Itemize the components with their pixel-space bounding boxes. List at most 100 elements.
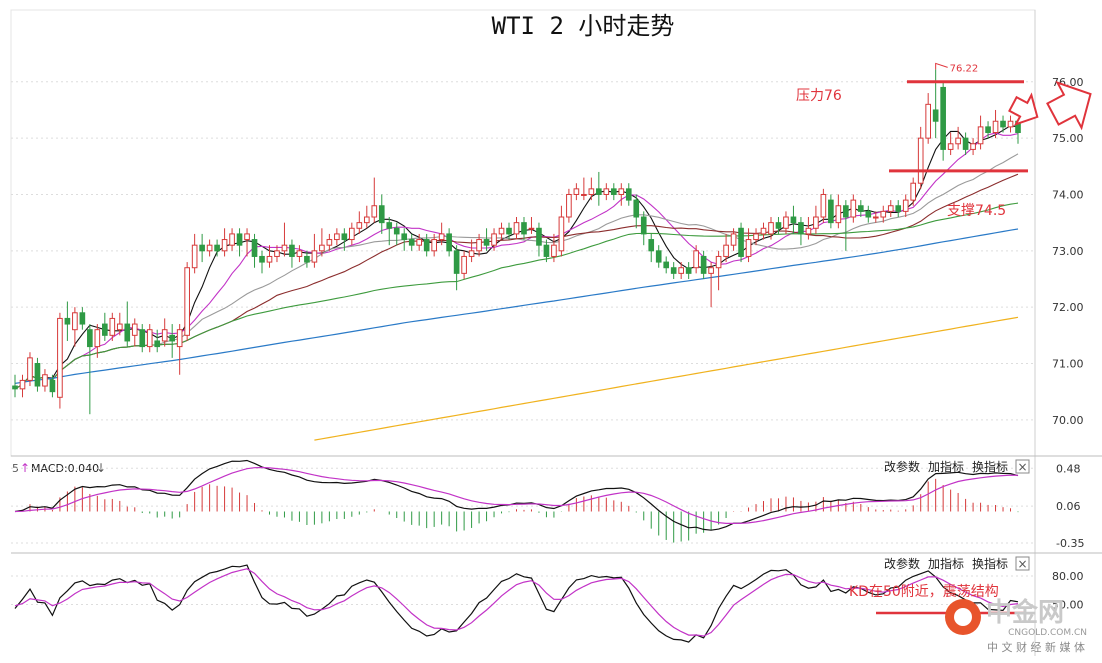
candle-body: [753, 233, 759, 241]
candle-body: [962, 137, 969, 150]
candle: [461, 250, 467, 279]
candle-body: [431, 239, 437, 252]
kd-change-params-button[interactable]: 改参数: [884, 556, 920, 571]
candle: [850, 194, 857, 223]
ma120-line: [14, 228, 1019, 384]
candle-body: [640, 216, 647, 235]
candle-body: [947, 143, 954, 150]
macd-change-params-button[interactable]: 改参数: [884, 459, 920, 474]
candle-body: [820, 193, 827, 218]
candle-body: [625, 188, 632, 201]
candle-body: [371, 205, 378, 218]
candle-body: [146, 329, 153, 348]
candle: [566, 188, 572, 223]
candle-body: [169, 334, 176, 342]
candle: [798, 217, 804, 246]
candle: [940, 81, 946, 161]
candle-body: [700, 255, 707, 274]
macd-add-indicator-button[interactable]: 加指标: [928, 459, 964, 474]
candle: [1000, 115, 1006, 133]
ma5-line: [14, 125, 1019, 390]
price-tick-label: 72.00: [1052, 301, 1084, 314]
candle-body: [843, 205, 849, 218]
candle-body: [244, 233, 250, 241]
candle: [408, 233, 415, 251]
candle-body: [685, 267, 692, 274]
candle: [543, 239, 550, 263]
macd-lines: [14, 459, 1019, 531]
candle-body: [536, 227, 542, 246]
candle-body: [618, 188, 625, 195]
kd-y-axis: 80.00 50.00: [1052, 570, 1084, 612]
candle-body: [289, 244, 295, 257]
candle: [618, 183, 625, 206]
candle-body: [274, 250, 280, 257]
candle-body: [236, 233, 243, 246]
kd-close-button[interactable]: [1015, 556, 1030, 571]
candle: [977, 115, 984, 150]
candle: [828, 194, 834, 229]
candle-body: [730, 233, 737, 246]
candle: [289, 239, 295, 268]
candle: [678, 262, 684, 279]
moving-average-lines: [14, 125, 1019, 441]
candle: [266, 245, 273, 268]
candle: [423, 233, 430, 257]
candle-body: [109, 317, 116, 336]
candle-body: [12, 385, 18, 390]
candle-body: [775, 222, 782, 229]
candle-body: [1007, 120, 1014, 128]
candle-body: [603, 188, 610, 195]
candle-body: [199, 244, 205, 252]
candle-body: [798, 222, 804, 235]
kd-annotation-label: KD在50附近，震荡结构: [849, 584, 999, 600]
candle: [57, 312, 63, 409]
price-tick-label: 73.00: [1052, 245, 1084, 258]
macd-dif-line: [14, 459, 1019, 531]
watermark-tagline: 中 文 财 经 新 媒 体: [987, 640, 1085, 654]
candle-body: [551, 244, 557, 257]
candle: [199, 233, 205, 263]
candle: [895, 200, 902, 218]
candle-body: [857, 205, 864, 212]
candle: [790, 205, 797, 234]
candle-body: [678, 267, 684, 274]
support-label: 支撑74.5: [947, 203, 1006, 219]
candle-body: [453, 250, 460, 274]
candle-body: [116, 323, 123, 331]
macd-switch-indicator-button[interactable]: 换指标: [972, 459, 1008, 474]
candle-body: [79, 312, 86, 325]
candle-body: [304, 255, 310, 263]
candle: [109, 312, 116, 341]
macd-tick-label: -0.35: [1056, 537, 1084, 550]
candle: [131, 318, 138, 347]
candle-body: [27, 357, 33, 381]
macd-close-button[interactable]: [1015, 459, 1030, 474]
kd-switch-indicator-button[interactable]: 换指标: [972, 556, 1008, 571]
candle: [446, 228, 452, 257]
candle-body: [558, 216, 565, 252]
candle-body: [715, 255, 722, 269]
candle: [139, 324, 146, 353]
candle: [401, 228, 408, 251]
kd-add-indicator-button[interactable]: 加指标: [928, 556, 964, 571]
candle-body: [573, 188, 580, 195]
price-grid: [11, 81, 1035, 421]
candle-body: [610, 188, 617, 195]
candle-body: [161, 329, 168, 342]
arrow-up-icon: ↑: [20, 461, 30, 475]
candle: [491, 228, 497, 251]
macd-y-axis: 0.48 0.06 -0.35: [1056, 462, 1084, 550]
candle: [902, 194, 909, 218]
candle: [34, 357, 41, 392]
candle-body: [491, 233, 497, 246]
watermark-brand: 中金网: [986, 597, 1064, 628]
candle: [581, 177, 587, 201]
candle: [334, 228, 340, 246]
candle: [551, 233, 557, 263]
candle: [805, 217, 812, 240]
candle-body: [940, 86, 946, 150]
candle: [124, 301, 131, 347]
kd-toolbar: 改参数 加指标 换指标 ×: [884, 556, 1030, 571]
candle: [880, 205, 887, 223]
